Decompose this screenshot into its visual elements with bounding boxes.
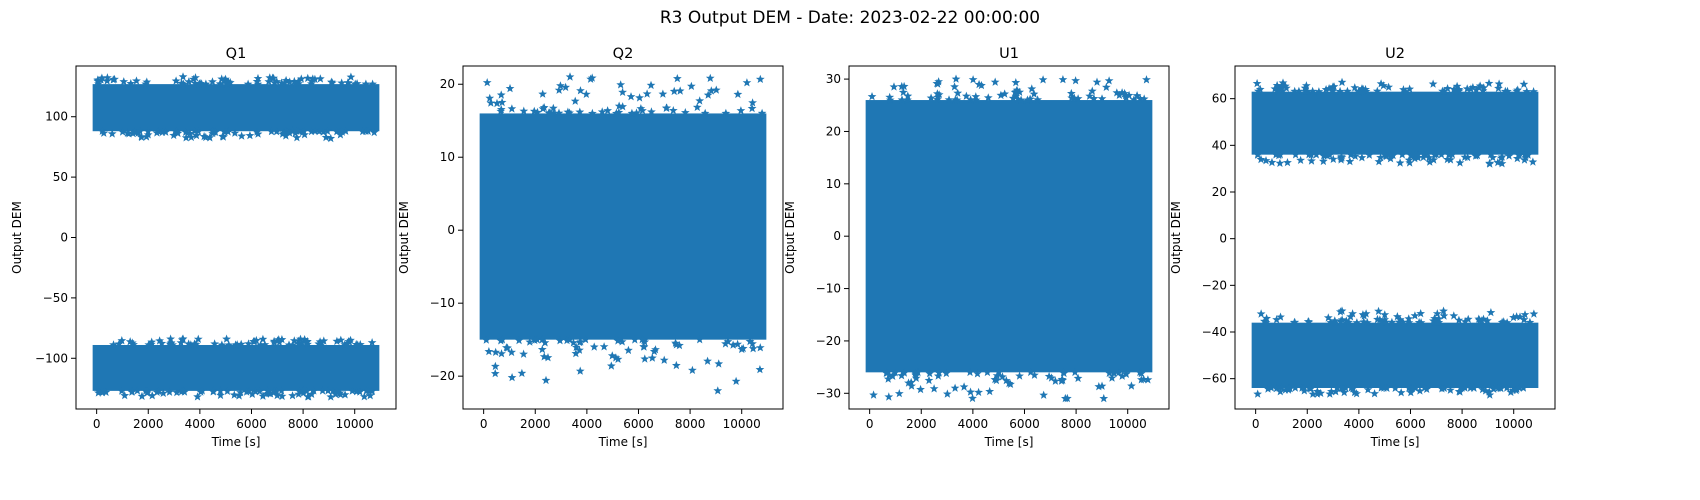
y-tick-label: 40 [1212, 138, 1227, 152]
chart-title: U2 [1385, 46, 1405, 62]
y-axis-label: Output DEM [10, 201, 24, 274]
x-tick-label: 0 [1252, 417, 1260, 431]
data-layer [92, 72, 380, 401]
x-tick-label: 2000 [1292, 417, 1323, 431]
y-tick-label: 100 [45, 110, 68, 124]
x-tick-label: 10000 [1109, 417, 1147, 431]
x-tick-label: 6000 [623, 417, 654, 431]
y-tick-label: −40 [1202, 325, 1227, 339]
scatter-outliers-2 [1253, 306, 1539, 399]
axes-frame [462, 65, 784, 410]
y-tick-label: 0 [447, 223, 455, 237]
y-tick-label: 10 [826, 177, 841, 191]
chart-panels: 0 2000 4000 6000 8000 10000−100−50050100Q1Tim… [10, 46, 1556, 449]
y-tick-label: 10 [440, 150, 455, 164]
chart-title: Q1 [226, 46, 247, 62]
y-axis-label: Output DEM [783, 201, 797, 274]
x-tick-label: 0 [480, 417, 488, 431]
x-tick-label: 10000 [723, 417, 761, 431]
y-tick-label: 0 [1219, 232, 1227, 246]
x-tick-label: 6000 [1395, 417, 1426, 431]
x-tick-label: 4000 [1344, 417, 1375, 431]
y-tick-label: 20 [826, 124, 841, 138]
x-tick-label: 6000 [1009, 417, 1040, 431]
scatter-outliers-2 [94, 334, 377, 401]
scatter-outliers-1 [93, 72, 379, 143]
y-tick-label: 60 [1212, 92, 1227, 106]
x-tick-label: 0 [866, 417, 874, 431]
chart-panel-u2: 0 2000 4000 6000 8000 10000 −60 −40 −20 0 20 40 60 U2… [1169, 46, 1556, 449]
chart-panel-q2: 0 2000 4000 6000 8000 10000 −20 −10 0 10 20 Q2 Time … [397, 46, 784, 449]
axes-frame [1234, 65, 1556, 410]
x-tick-label: 8000 [1061, 417, 1092, 431]
data-band-1 [479, 113, 767, 340]
x-tick-label: 2000 [133, 417, 164, 431]
x-tick-label: 6000 [236, 417, 267, 431]
y-tick-label: 20 [1212, 185, 1227, 199]
axes-frame [848, 65, 1170, 410]
x-axis-label: Time [s] [1370, 435, 1420, 449]
y-tick-label: 0 [60, 231, 68, 245]
data-band-1 [1251, 91, 1539, 155]
x-tick-label: 8000 [675, 417, 706, 431]
x-axis-label: Time [s] [598, 435, 648, 449]
y-tick-label: −20 [1202, 278, 1227, 292]
y-tick-label: −20 [816, 334, 841, 348]
chart-title: U1 [999, 46, 1019, 62]
chart-title: Q2 [613, 46, 634, 62]
x-tick-label: 10000 [1495, 417, 1533, 431]
y-tick-label: 50 [53, 170, 68, 184]
x-tick-label: 10000 [336, 417, 374, 431]
x-tick-label: 4000 [572, 417, 603, 431]
y-tick-label: 0 [833, 229, 841, 243]
data-band-1 [865, 100, 1153, 373]
y-tick-label: −10 [816, 282, 841, 296]
y-axis-label: Output DEM [397, 201, 411, 274]
x-tick-label: 0 [93, 417, 101, 431]
y-tick-label: −20 [430, 369, 455, 383]
data-band-1 [92, 84, 380, 132]
x-axis-label: Time [s] [984, 435, 1034, 449]
y-tick-label: −10 [430, 296, 455, 310]
x-tick-label: 2000 [520, 417, 551, 431]
y-tick-label: −60 [1202, 372, 1227, 386]
x-tick-label: 2000 [906, 417, 937, 431]
data-layer [1251, 77, 1539, 399]
chart-panel-u1: 0 2000 4000 6000 8000 10000 −30 −20 −10 0 10 20 30 U1… [783, 46, 1170, 449]
data-band-2 [1251, 322, 1539, 388]
y-tick-label: 30 [826, 72, 841, 86]
y-tick-label: −100 [35, 351, 68, 365]
x-tick-label: 4000 [185, 417, 216, 431]
chart-panel-q1: 0 2000 4000 6000 8000 10000 −100 −50 0 50 100 Q1 Tim… [10, 46, 397, 449]
figure-title: R3 Output DEM - Date: 2023-02-22 00:00:0… [660, 8, 1040, 28]
x-tick-label: 8000 [288, 417, 319, 431]
y-axis-label: Output DEM [1169, 201, 1183, 274]
data-layer [479, 72, 767, 395]
y-tick-label: 20 [440, 77, 455, 91]
data-band-2 [92, 344, 380, 391]
data-layer [865, 74, 1153, 403]
x-tick-label: 8000 [1447, 417, 1478, 431]
x-axis-label: Time [s] [211, 435, 261, 449]
y-tick-label: −50 [43, 291, 68, 305]
x-tick-label: 4000 [958, 417, 989, 431]
scatter-outliers-1 [1252, 77, 1538, 168]
y-tick-label: −30 [816, 386, 841, 400]
